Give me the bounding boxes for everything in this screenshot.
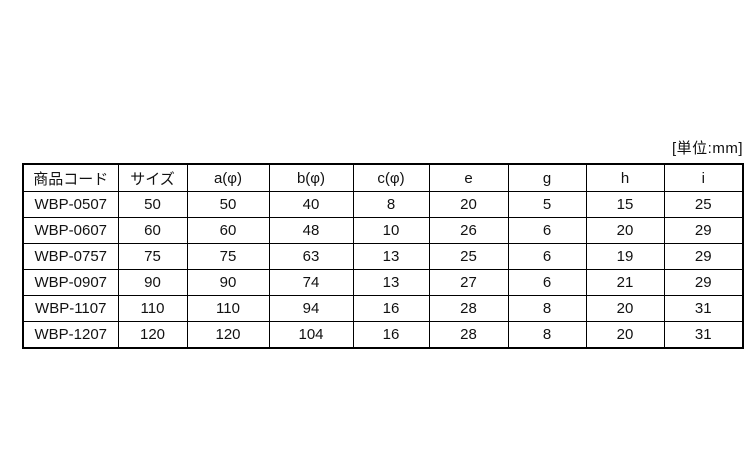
- header-row: 商品コード サイズ a(φ) b(φ) c(φ) e g h i: [22, 163, 744, 192]
- value-cell: 20: [585, 321, 665, 349]
- value-cell: 29: [663, 243, 744, 270]
- value-cell: 75: [186, 243, 270, 270]
- value-cell: 8: [507, 321, 587, 349]
- product-code-cell: WBP-0607: [22, 217, 119, 244]
- unit-label: [単位:mm]: [672, 140, 743, 157]
- column-header-8: i: [663, 163, 744, 192]
- product-code-cell: WBP-1207: [22, 321, 119, 349]
- column-header-6: g: [507, 163, 587, 192]
- value-cell: 13: [352, 243, 430, 270]
- value-cell: 28: [428, 321, 509, 349]
- value-cell: 29: [663, 269, 744, 296]
- product-code-cell: WBP-0907: [22, 269, 119, 296]
- spec-table: 商品コード サイズ a(φ) b(φ) c(φ) e g h i WBP-0507 50 50 40 8…: [22, 163, 744, 349]
- value-cell: 27: [428, 269, 509, 296]
- product-code-cell: WBP-0507: [22, 191, 119, 218]
- column-header-2: a(φ): [186, 163, 270, 192]
- value-cell: 20: [585, 295, 665, 322]
- value-cell: 20: [428, 191, 509, 218]
- value-cell: 104: [268, 321, 354, 349]
- value-cell: 90: [117, 269, 188, 296]
- table-row: WBP-1107 110 110 94 16 28 8 20 31: [22, 295, 744, 322]
- value-cell: 60: [117, 217, 188, 244]
- table-row: WBP-0757 75 75 63 13 25 6 19 29: [22, 243, 744, 270]
- value-cell: 50: [117, 191, 188, 218]
- value-cell: 110: [186, 295, 270, 322]
- table-row: WBP-0607 60 60 48 10 26 6 20 29: [22, 217, 744, 244]
- value-cell: 26: [428, 217, 509, 244]
- value-cell: 120: [117, 321, 188, 349]
- value-cell: 74: [268, 269, 354, 296]
- value-cell: 25: [428, 243, 509, 270]
- spec-table-header: 商品コード サイズ a(φ) b(φ) c(φ) e g h i: [22, 163, 744, 192]
- value-cell: 25: [663, 191, 744, 218]
- value-cell: 20: [585, 217, 665, 244]
- value-cell: 120: [186, 321, 270, 349]
- column-header-7: h: [585, 163, 665, 192]
- value-cell: 63: [268, 243, 354, 270]
- column-header-0: 商品コード: [22, 163, 119, 192]
- value-cell: 16: [352, 295, 430, 322]
- table-row: WBP-0507 50 50 40 8 20 5 15 25: [22, 191, 744, 218]
- spec-table-body: WBP-0507 50 50 40 8 20 5 15 25 WBP-0607 60 60 48 10 26…: [22, 191, 744, 349]
- value-cell: 6: [507, 217, 587, 244]
- product-code-cell: WBP-0757: [22, 243, 119, 270]
- value-cell: 28: [428, 295, 509, 322]
- value-cell: 110: [117, 295, 188, 322]
- value-cell: 10: [352, 217, 430, 244]
- value-cell: 8: [507, 295, 587, 322]
- value-cell: 16: [352, 321, 430, 349]
- value-cell: 60: [186, 217, 270, 244]
- value-cell: 40: [268, 191, 354, 218]
- value-cell: 8: [352, 191, 430, 218]
- value-cell: 6: [507, 243, 587, 270]
- column-header-1: サイズ: [117, 163, 188, 192]
- value-cell: 31: [663, 295, 744, 322]
- column-header-3: b(φ): [268, 163, 354, 192]
- column-header-4: c(φ): [352, 163, 430, 192]
- value-cell: 94: [268, 295, 354, 322]
- value-cell: 5: [507, 191, 587, 218]
- value-cell: 19: [585, 243, 665, 270]
- value-cell: 15: [585, 191, 665, 218]
- value-cell: 50: [186, 191, 270, 218]
- value-cell: 90: [186, 269, 270, 296]
- column-header-5: e: [428, 163, 509, 192]
- value-cell: 75: [117, 243, 188, 270]
- value-cell: 48: [268, 217, 354, 244]
- value-cell: 21: [585, 269, 665, 296]
- value-cell: 31: [663, 321, 744, 349]
- product-code-cell: WBP-1107: [22, 295, 119, 322]
- value-cell: 29: [663, 217, 744, 244]
- value-cell: 6: [507, 269, 587, 296]
- table-row: WBP-0907 90 90 74 13 27 6 21 29: [22, 269, 744, 296]
- table-row: WBP-1207 120 120 104 16 28 8 20 31: [22, 321, 744, 349]
- value-cell: 13: [352, 269, 430, 296]
